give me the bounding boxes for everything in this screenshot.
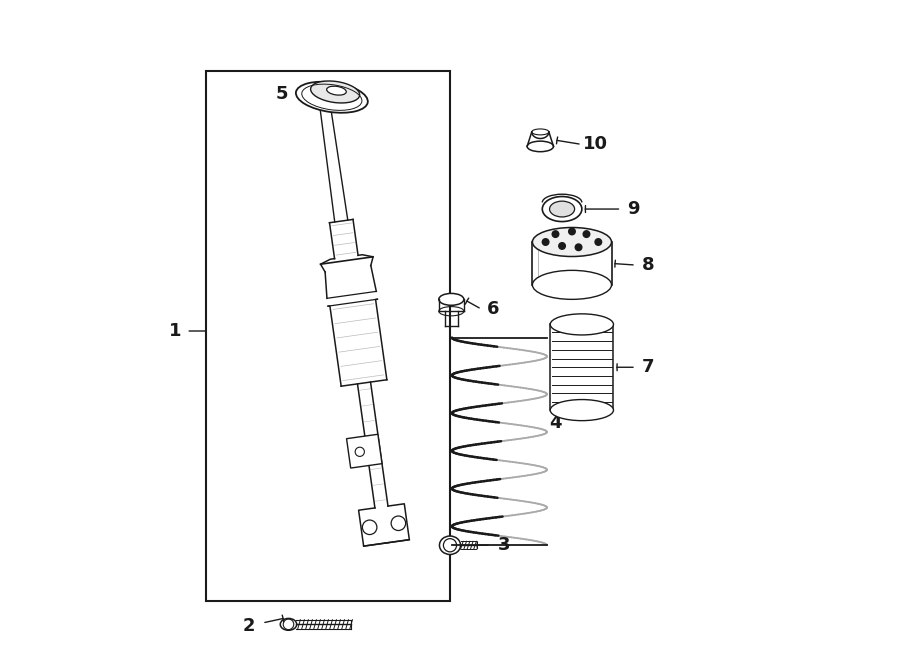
Circle shape xyxy=(559,243,565,250)
Ellipse shape xyxy=(439,536,461,555)
Circle shape xyxy=(569,228,575,235)
Ellipse shape xyxy=(550,201,574,217)
Ellipse shape xyxy=(550,314,614,335)
Circle shape xyxy=(575,244,581,251)
Bar xyxy=(206,71,450,601)
Text: 6: 6 xyxy=(487,301,500,318)
Text: 1: 1 xyxy=(169,322,182,340)
Text: 2: 2 xyxy=(243,618,256,636)
Ellipse shape xyxy=(327,86,346,95)
Ellipse shape xyxy=(543,197,581,222)
Polygon shape xyxy=(346,434,382,468)
Text: 5: 5 xyxy=(275,85,288,103)
Text: 9: 9 xyxy=(627,200,640,218)
Ellipse shape xyxy=(310,81,360,103)
Text: 3: 3 xyxy=(498,536,510,554)
Ellipse shape xyxy=(527,141,554,152)
Circle shape xyxy=(543,239,549,246)
Ellipse shape xyxy=(550,400,614,420)
Circle shape xyxy=(595,239,601,246)
Circle shape xyxy=(553,231,559,238)
Text: 4: 4 xyxy=(549,414,562,432)
Ellipse shape xyxy=(280,618,297,630)
Ellipse shape xyxy=(533,270,611,299)
Ellipse shape xyxy=(439,293,464,305)
Ellipse shape xyxy=(533,228,611,256)
Text: 7: 7 xyxy=(642,358,654,376)
Text: 10: 10 xyxy=(582,136,608,154)
Ellipse shape xyxy=(296,81,368,113)
Circle shape xyxy=(583,231,590,238)
Text: 8: 8 xyxy=(642,256,654,274)
